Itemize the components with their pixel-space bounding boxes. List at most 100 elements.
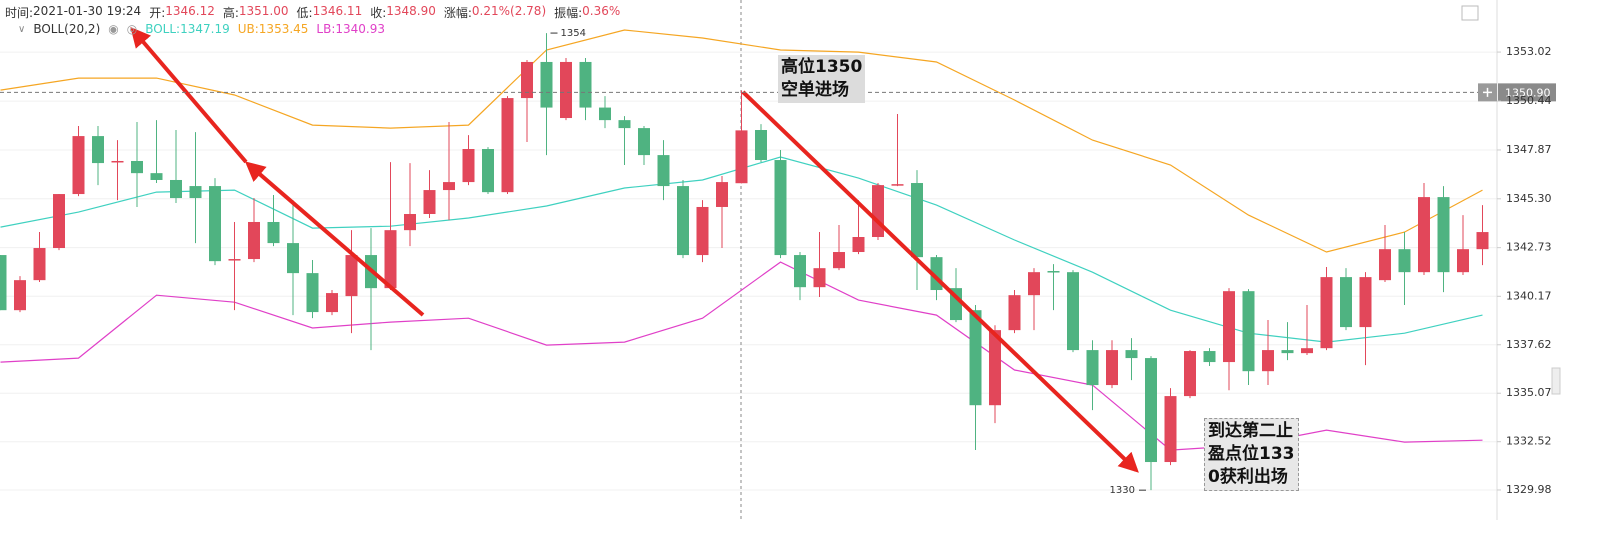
annotation-line: 盈点位133 [1208, 444, 1295, 464]
candle-body [969, 310, 982, 406]
candle-body [1184, 351, 1196, 397]
ohlc-header: 时间: 2021-01-30 19:24 开: 1346.12 高: 1351.00 低: 1… [5, 4, 628, 21]
candle-body [599, 107, 611, 121]
candle-body [92, 136, 104, 164]
candle-body [326, 293, 338, 313]
candle-body [1457, 249, 1469, 273]
header-value: 1346.11 [312, 4, 363, 18]
candle-body [872, 185, 884, 238]
candle-body [228, 259, 241, 261]
y-tick-label: 1335.07 [1506, 386, 1552, 399]
header-label: 高: [222, 6, 239, 20]
collapse-icon[interactable]: ∨ [18, 23, 26, 35]
scroll-tab[interactable] [1551, 367, 1561, 395]
candle-body [891, 184, 904, 186]
eye-icon[interactable]: ◉ [108, 22, 119, 36]
candle-body [14, 280, 26, 311]
candle-body [813, 268, 826, 288]
y-tick-label: 1347.87 [1506, 143, 1552, 156]
annotation-line: 0获利出场 [1208, 467, 1288, 487]
candle-body [33, 248, 46, 281]
candle-body [1320, 277, 1333, 349]
legend-entry: UB:1353.45 [237, 22, 309, 36]
candle-body [1008, 295, 1021, 331]
candle-body [306, 273, 319, 313]
candle-body [657, 155, 670, 187]
candle-body [170, 179, 182, 199]
legend-entry: LB:1340.93 [316, 22, 386, 36]
candle-body [1340, 277, 1352, 328]
candle-body [384, 230, 397, 289]
candle-body [423, 190, 436, 215]
candle-body [150, 173, 163, 180]
candle-body [1223, 291, 1235, 363]
header-label: 低: [296, 6, 313, 20]
max-marker: 1354 [561, 28, 586, 39]
candle-body [521, 61, 533, 99]
arrow [741, 90, 1139, 473]
candle-body [501, 98, 514, 193]
annotation: 到达第二止盈点位133 0获利出场 [1204, 418, 1299, 491]
candle-body [287, 243, 299, 274]
candle-body [833, 252, 845, 269]
candle-body [1106, 350, 1118, 386]
candle-body [53, 194, 65, 249]
annotation-line: 到达第二止 [1208, 421, 1293, 441]
candle-body [1125, 350, 1138, 359]
header-value: 1351.00 [238, 4, 289, 18]
y-tick-label: 1332.52 [1506, 435, 1552, 448]
header-value: 0.36% [582, 4, 621, 18]
candle-body [1262, 350, 1274, 372]
candle-body [1164, 396, 1177, 463]
min-marker: 1330 [1110, 485, 1135, 496]
candle-body [1242, 291, 1255, 372]
settings-icon[interactable]: ◎ [126, 22, 138, 36]
candle-body [696, 206, 709, 256]
fullscreen-icon[interactable] [1461, 5, 1479, 21]
candle-body [579, 61, 592, 108]
candle-body [618, 120, 631, 129]
y-tick-label: 1329.98 [1506, 483, 1552, 496]
candle-body [72, 136, 85, 195]
header-label: 收: [370, 6, 387, 20]
header-label: 开: [149, 6, 166, 20]
candle-body [131, 160, 143, 174]
candle-body [248, 221, 260, 260]
header-value: 1348.90 [386, 4, 436, 18]
candle-body [794, 255, 806, 288]
candle-body [462, 149, 475, 183]
header-label: 涨幅: [443, 6, 472, 20]
candle-body [1437, 197, 1450, 273]
price-tag [1498, 83, 1556, 102]
candle-body [774, 160, 787, 256]
candle-body [1067, 272, 1079, 351]
candle-body [1145, 358, 1157, 463]
candle-body [345, 255, 358, 297]
header-value: 0.21%(2.78) [471, 4, 547, 18]
band-line [0, 29, 1483, 253]
candle-body [0, 255, 7, 311]
header-label: 振幅: [554, 6, 583, 20]
arrow [130, 26, 248, 164]
candle-body [735, 130, 748, 184]
candle-body [989, 330, 1001, 406]
indicator-legend: ∨ BOLL(20,2) ◉ ◎ BOLL:1347.19 UB:1353.45 L… [18, 22, 393, 36]
candle-body [189, 186, 202, 199]
candle-body [560, 61, 572, 119]
y-tick-label: 1345.30 [1506, 192, 1552, 205]
candle-body [1028, 272, 1040, 296]
candle-body [482, 149, 494, 193]
candle-body [111, 160, 124, 163]
annotation-line: 高位1350 [781, 57, 863, 77]
annotation: 高位1350 空单进场 [778, 55, 866, 103]
candle-body [209, 186, 221, 262]
candle-body [1203, 351, 1216, 363]
y-tick-label: 1340.17 [1506, 289, 1552, 302]
candle-body [1476, 232, 1489, 250]
y-tick-label: 1342.73 [1506, 241, 1552, 254]
candle-body [267, 221, 280, 244]
candle-body [755, 130, 767, 161]
y-tick-label: 1350.44 [1506, 94, 1552, 107]
